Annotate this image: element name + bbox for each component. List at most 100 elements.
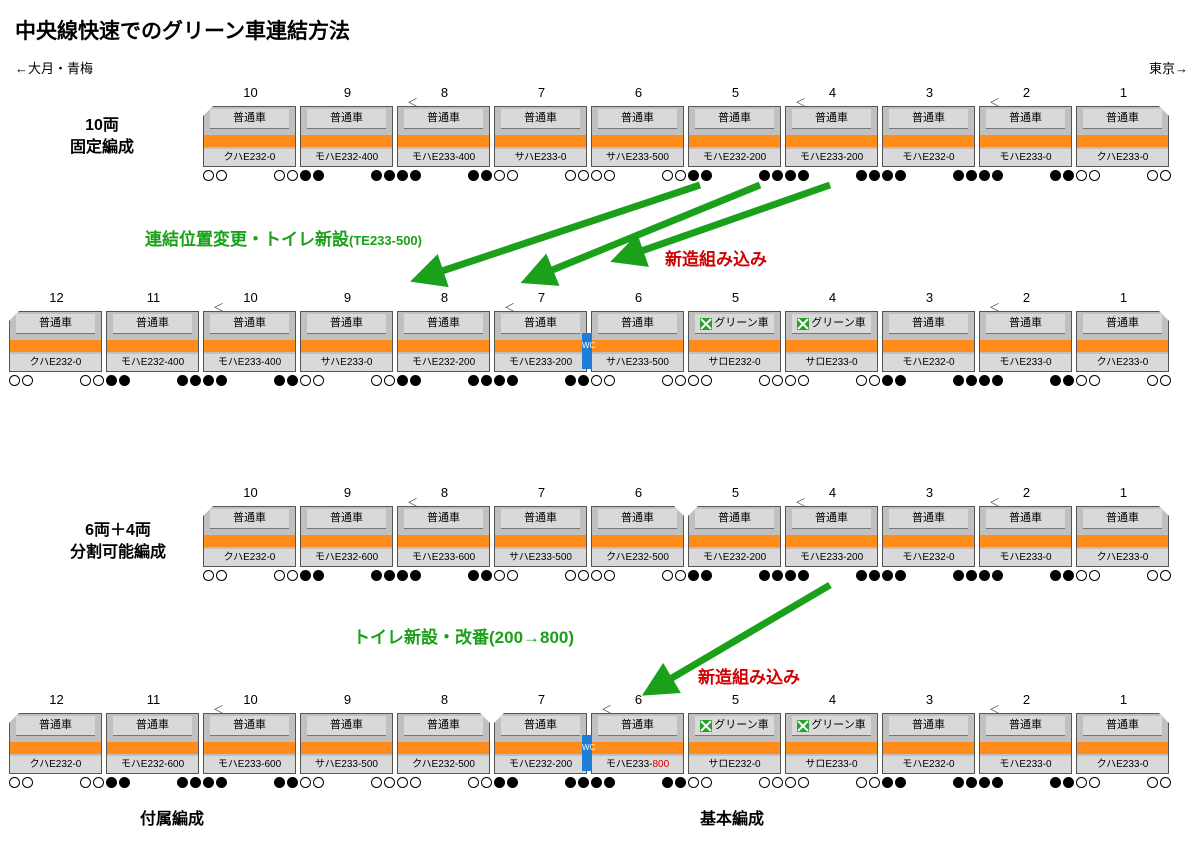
car-type-label: 普通車 [792,109,871,129]
wheel-icon [1147,777,1158,788]
wheel-icon [1076,777,1087,788]
wheel-icon [371,777,382,788]
car-designation: モハE233-600 [204,756,295,773]
wheel-icon [410,170,421,181]
train-car: 普通車サハE233-0 [494,106,587,167]
wheel-icon [287,375,298,386]
wheel-icon [992,170,1003,181]
car-designation: モハE232-600 [301,549,392,566]
train-car: 普通車モハE233-0 [979,311,1072,372]
car-number: 10 [203,485,298,500]
bogie-pair [882,375,977,389]
car-designation: サロE233-0 [786,354,877,371]
wheel-icon [274,170,285,181]
wheel-icon [313,170,324,181]
bogie-pair [591,170,686,184]
car-designation: クハE233-0 [1077,354,1168,371]
bogie-pair [1076,375,1171,389]
car-stripe [883,135,974,147]
car-designation: クハE233-0 [1077,756,1168,773]
wheel-icon [604,777,615,788]
car-stripe [398,135,489,147]
car-type-label: 普通車 [404,314,483,334]
wheel-icon [966,777,977,788]
bogie-pair [979,170,1074,184]
pantograph-icon: ＜ [601,701,612,717]
car-designation: クハE232-500 [592,549,683,566]
car-stripe [786,535,877,547]
wheel-icon [966,570,977,581]
wheel-icon [507,777,518,788]
wheel-icon [106,375,117,386]
car-type-label: 普通車 [986,314,1065,334]
bogie-pair [203,170,298,184]
bogie-pair [882,170,977,184]
car-designation: モハE233-200 [786,549,877,566]
wheel-icon [979,570,990,581]
wheel-icon [798,375,809,386]
wheel-icon [468,777,479,788]
pantograph-icon: ＜ [795,494,806,510]
bogie-pair [785,170,880,184]
wheel-icon [578,170,589,181]
wheel-icon [274,777,285,788]
car-stripe [786,742,877,754]
wheel-icon [979,777,990,788]
wheel-icon [856,777,867,788]
car-stripe [689,135,780,147]
train-car: 普通車サハE233-500 [494,506,587,567]
car-type-label: 普通車 [501,314,580,334]
car-type-label: 普通車 [598,716,677,736]
wheel-icon [507,375,518,386]
car-stripe [592,742,683,754]
wheel-icon [895,570,906,581]
car-designation: モハE232-400 [301,149,392,166]
wheel-icon [397,375,408,386]
wheel-icon [662,170,673,181]
wheel-icon [1076,170,1087,181]
car-designation: クハE232-500 [398,756,489,773]
car-stripe [398,340,489,352]
wheel-icon [1076,570,1087,581]
train-car: グリーン車サロE233-0 [785,713,878,774]
green-car-icon [797,720,809,732]
wheel-icon [1050,570,1061,581]
wheel-icon [494,375,505,386]
car-number: 3 [882,290,977,305]
direction-right: 東京→ [1149,58,1188,77]
car-designation: モハE232-200 [689,149,780,166]
bogie-pair [397,570,492,584]
car-stripe [301,340,392,352]
bogie-pair [106,777,201,791]
wheel-icon [216,375,227,386]
wheel-icon [119,777,130,788]
annotation-text: 付属編成 [140,805,204,829]
car-designation: モハE232-200 [398,354,489,371]
wheel-icon [675,777,686,788]
wheel-icon [992,777,1003,788]
bogie-pair [494,777,589,791]
bogie-pair [1076,570,1171,584]
wheel-icon [481,777,492,788]
car-stripe [10,742,101,754]
wheel-icon [578,777,589,788]
wheel-icon [494,777,505,788]
car-designation: モハE233-600 [398,549,489,566]
car-stripe [204,742,295,754]
wheel-icon [953,170,964,181]
car-designation: クハE232-0 [204,149,295,166]
car-number: 8 [397,290,492,305]
wheel-icon [494,570,505,581]
bogie-pair [203,777,298,791]
car-stripe [495,535,586,547]
car-stripe [980,135,1071,147]
wheel-icon [371,375,382,386]
wheel-icon [384,170,395,181]
car-designation: モハE233-0 [980,756,1071,773]
wheel-icon [688,570,699,581]
train-car: 普通車モハE232-0 [882,311,975,372]
wheel-icon [662,777,673,788]
wheel-icon [895,375,906,386]
car-stripe [1077,135,1168,147]
green-car-icon [700,318,712,330]
